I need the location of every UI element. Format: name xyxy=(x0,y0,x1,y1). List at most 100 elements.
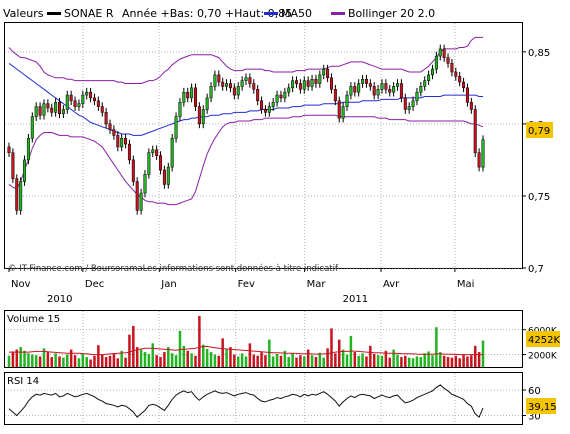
candle-body xyxy=(182,91,186,103)
volume-bar xyxy=(392,349,395,367)
candle-body xyxy=(124,138,128,145)
volume-bar xyxy=(124,357,127,367)
candle-body xyxy=(236,86,240,96)
candle-body xyxy=(217,74,221,83)
volume-bar xyxy=(326,348,329,367)
candle-body xyxy=(92,97,96,102)
volume-bar xyxy=(42,348,46,367)
volume-bar xyxy=(54,353,57,367)
volume-bar xyxy=(7,355,11,367)
volume-bar xyxy=(229,347,232,367)
candle-body xyxy=(116,135,120,148)
candle-body xyxy=(155,149,159,156)
candle-body xyxy=(481,139,485,168)
volume-bar xyxy=(104,357,108,367)
candle-body xyxy=(372,86,376,96)
candle-body xyxy=(120,138,124,148)
year-label: 2011 xyxy=(343,294,368,305)
candle-body xyxy=(42,103,46,116)
month-label: Jan xyxy=(160,279,176,290)
candle-body xyxy=(454,71,458,77)
candle-body xyxy=(415,91,419,102)
volume-bar xyxy=(151,343,155,367)
volume-bar xyxy=(190,353,193,367)
candle-body xyxy=(228,83,232,89)
candle-body xyxy=(271,102,275,107)
volume-bar xyxy=(388,357,392,367)
price-panel-frame xyxy=(4,22,523,269)
candle-body xyxy=(159,155,163,171)
volume-bar xyxy=(427,351,430,367)
volume-bar xyxy=(62,357,65,367)
volume-bar xyxy=(202,344,205,367)
candle-body xyxy=(302,80,306,90)
volume-bar xyxy=(299,355,302,367)
volume-bar xyxy=(244,356,248,367)
volume-bar xyxy=(400,357,403,367)
volume-bar xyxy=(454,355,458,367)
volume-bar xyxy=(477,352,481,367)
candle-body xyxy=(240,80,244,87)
candle-body xyxy=(357,83,361,93)
volume-bar xyxy=(361,353,364,367)
volume-bar xyxy=(182,345,186,367)
volume-bar xyxy=(209,352,213,367)
volume-bar xyxy=(396,354,399,367)
volume-last-value: 4252K xyxy=(528,335,560,346)
candle-body xyxy=(341,106,345,119)
candle-body xyxy=(430,68,434,76)
candle-body xyxy=(364,78,368,84)
volume-bar xyxy=(353,352,357,367)
volume-bar xyxy=(376,355,380,367)
volume-bar xyxy=(481,340,485,367)
candle-body xyxy=(349,86,353,96)
volume-bar xyxy=(275,353,279,367)
candle-body xyxy=(162,169,166,185)
candle-body xyxy=(291,80,295,89)
candle-body xyxy=(23,159,27,182)
candle-body xyxy=(61,109,65,115)
volume-bar xyxy=(128,334,131,367)
volume-bar xyxy=(155,355,158,367)
volume-bar xyxy=(357,355,360,367)
rsi-last-value: 39,15 xyxy=(528,402,557,413)
candle-body xyxy=(135,181,139,211)
volume-bar xyxy=(431,355,434,367)
volume-bar xyxy=(295,357,298,367)
candle-body xyxy=(143,174,147,194)
volume-bar xyxy=(365,356,368,367)
volume-bar xyxy=(415,356,419,367)
volume-bar xyxy=(19,347,22,367)
candle-body xyxy=(96,100,100,107)
header-prefix: Valeurs xyxy=(3,7,44,20)
candle-body xyxy=(244,77,248,81)
candle-body xyxy=(450,63,454,73)
volume-bar xyxy=(116,358,120,367)
candle-body xyxy=(54,102,58,113)
volume-bar xyxy=(283,350,287,367)
rsi-line xyxy=(8,384,484,419)
volume-bar xyxy=(334,353,337,367)
candle-body xyxy=(197,106,201,125)
candle-body xyxy=(306,80,310,87)
candle-body xyxy=(399,83,403,99)
volume-bar xyxy=(38,356,42,367)
candle-body xyxy=(427,74,431,81)
volume-bar xyxy=(419,357,423,367)
candle-body xyxy=(411,100,415,107)
volume-bar xyxy=(58,356,61,367)
volume-bar xyxy=(221,338,224,367)
candle-body xyxy=(34,106,38,117)
candle-body xyxy=(174,116,178,139)
candle-body xyxy=(38,106,42,116)
candle-body xyxy=(388,89,392,93)
candle-body xyxy=(318,74,322,84)
candle-body xyxy=(69,94,73,102)
candle-body xyxy=(275,94,279,103)
month-label: Nov xyxy=(11,279,31,290)
candle-body xyxy=(100,106,104,113)
candle-body xyxy=(329,77,333,90)
volume-bar xyxy=(186,350,189,367)
volume-bar xyxy=(97,345,100,367)
legend-bollinger: Bollinger 20 2.0 xyxy=(348,7,435,20)
